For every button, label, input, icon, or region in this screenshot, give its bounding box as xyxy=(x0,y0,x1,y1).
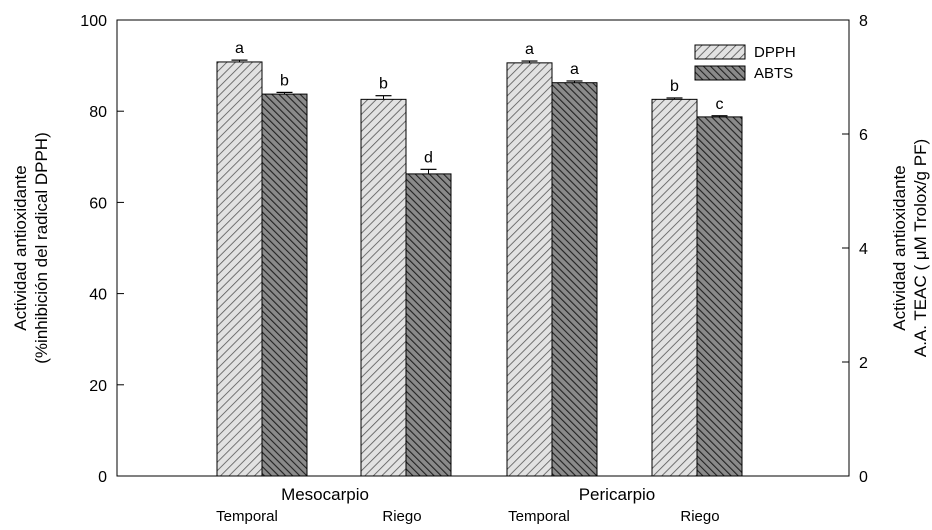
left-tick-label: 40 xyxy=(89,287,107,304)
bar-dpph xyxy=(216,61,263,477)
left-tick-label: 100 xyxy=(80,13,107,30)
significance-letter: b xyxy=(280,72,289,89)
group-label: Pericarpio xyxy=(579,485,656,504)
bar-dpph xyxy=(651,98,698,477)
x-axis-labels: Temporal Riego Temporal Riego Mesocarpio Peri… xyxy=(216,485,719,525)
legend-swatch-abts xyxy=(694,65,746,81)
bar-abts xyxy=(405,173,452,477)
left-tick-label: 80 xyxy=(89,104,107,121)
category-label: Temporal xyxy=(216,508,278,525)
significance-letter: b xyxy=(379,76,388,93)
right-axis-label-line2: A.A. TEAC ( μM Trolox/g PF) xyxy=(911,139,930,357)
category-label: Temporal xyxy=(508,508,570,525)
bar-abts xyxy=(551,82,598,477)
group-label: Mesocarpio xyxy=(281,485,369,504)
left-axis-label-line2: (%inhibición del radical DPPH) xyxy=(32,132,51,363)
category-label: Riego xyxy=(382,508,421,525)
significance-letter: c xyxy=(716,96,724,113)
left-tick-label: 20 xyxy=(89,378,107,395)
bars-layer: a b b d a a b c xyxy=(216,40,743,477)
right-tick-label: 8 xyxy=(859,13,868,30)
left-tick-label: 60 xyxy=(89,195,107,212)
bar-dpph xyxy=(360,98,407,477)
left-y-axis: 0 20 40 60 80 100 xyxy=(80,13,124,486)
legend-label-dpph: DPPH xyxy=(754,44,796,61)
left-tick-label: 0 xyxy=(98,469,107,486)
bar-abts xyxy=(696,116,743,477)
significance-letter: a xyxy=(525,41,534,58)
legend-swatch-dpph xyxy=(694,44,746,60)
bar-dpph xyxy=(506,62,553,477)
legend: DPPH ABTS xyxy=(694,44,796,82)
significance-letter: a xyxy=(570,61,579,78)
right-tick-label: 4 xyxy=(859,241,868,258)
right-tick-label: 0 xyxy=(859,469,868,486)
significance-letter: a xyxy=(235,40,244,57)
significance-letter: d xyxy=(424,149,433,166)
category-label: Riego xyxy=(680,508,719,525)
legend-label-abts: ABTS xyxy=(754,65,793,82)
left-axis-label-line1: Actividad antioxidante xyxy=(11,165,30,330)
right-tick-label: 6 xyxy=(859,127,868,144)
right-y-axis: 0 2 4 6 8 xyxy=(842,13,868,486)
significance-letter: b xyxy=(670,78,679,95)
right-axis-label-line1: Actividad antioxidante xyxy=(890,165,909,330)
right-tick-label: 2 xyxy=(859,355,868,372)
bar-abts xyxy=(261,93,308,477)
